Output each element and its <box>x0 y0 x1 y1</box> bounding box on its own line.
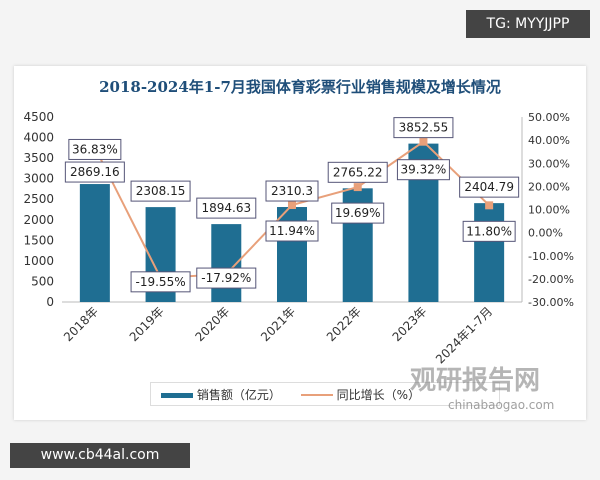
chart-title: 2018-2024年1-7月我国体育彩票行业销售规模及增长情况 <box>99 78 501 96</box>
bar-label: 2765.22 <box>333 165 383 179</box>
x-tick-label: 2022年 <box>324 304 364 344</box>
growth-label: -17.92% <box>201 271 251 285</box>
y-left-tick: 3500 <box>23 151 54 165</box>
growth-point <box>485 201 494 210</box>
y-right-tick: 30.00% <box>528 157 570 170</box>
growth-point <box>419 137 428 146</box>
y-right-tick: -20.00% <box>528 273 574 286</box>
legend: 销售额（亿元） 同比增长（%） <box>150 382 500 406</box>
growth-label-box <box>130 271 191 293</box>
legend-line-label: 同比增长（%） <box>336 387 421 402</box>
growth-label: -19.55% <box>136 275 186 289</box>
y-right-tick: -10.00% <box>528 250 574 263</box>
y-left-tick: 1500 <box>23 233 54 247</box>
bar-label-box <box>265 180 319 202</box>
x-tick-label: 2023年 <box>390 304 430 344</box>
growth-label: 11.80% <box>466 224 512 238</box>
bar-label: 2308.15 <box>136 184 186 198</box>
y-left-tick: 1000 <box>23 254 54 268</box>
x-tick-label: 2019年 <box>127 304 167 344</box>
y-left-tick: 2000 <box>23 213 54 227</box>
growth-label: 39.32% <box>401 163 447 177</box>
bar <box>79 184 110 302</box>
y-left-tick: 3000 <box>23 172 54 186</box>
growth-label-box <box>462 220 516 242</box>
bar-label-box <box>64 161 125 183</box>
legend-bar: 销售额（亿元） <box>161 386 281 403</box>
y-right-tick: -30.00% <box>528 296 574 309</box>
bar-label-box <box>459 176 520 198</box>
watermark-top: TG: MYYJJPP <box>466 10 590 38</box>
x-tick-label: 2018年 <box>61 304 101 344</box>
legend-line: 同比增长（%） <box>300 386 421 403</box>
y-left-tick: 4500 <box>23 110 54 124</box>
y-left-tick: 0 <box>46 295 54 309</box>
bar <box>474 203 505 302</box>
y-left-tick: 4000 <box>23 131 54 145</box>
y-right-tick: 10.00% <box>528 204 570 217</box>
growth-label-box <box>331 202 385 224</box>
x-tick-label: 2020年 <box>192 304 232 344</box>
bar-label-box <box>393 117 454 139</box>
logo-sub-watermark: chinabaogao.com <box>448 398 555 412</box>
growth-point <box>288 201 296 210</box>
y-left-tick: 500 <box>31 274 54 288</box>
x-tick-label: 2024年1-7月 <box>433 304 495 366</box>
watermark-bottom: www.cb44al.com <box>10 443 190 468</box>
logo-watermark: 观研报告网 <box>410 366 541 396</box>
bar-label: 3852.55 <box>399 121 449 135</box>
legend-bar-swatch <box>161 392 193 398</box>
growth-label-box <box>396 159 450 181</box>
growth-label: 36.83% <box>72 142 118 156</box>
growth-label-box <box>196 267 257 289</box>
growth-label: 11.94% <box>269 224 315 238</box>
growth-label-box <box>265 220 319 242</box>
legend-bar-label: 销售额（亿元） <box>196 387 281 402</box>
growth-label-box <box>68 138 122 160</box>
bar-label: 2869.16 <box>70 165 120 179</box>
growth-point <box>353 183 362 192</box>
bar-label: 1894.63 <box>201 201 251 215</box>
bar-label-box <box>327 161 388 183</box>
y-right-tick: 0.00% <box>528 227 563 240</box>
bar-label: 2404.79 <box>464 180 514 194</box>
bar-label: 2310.3 <box>271 184 313 198</box>
bar-label-box <box>130 180 191 202</box>
y-right-tick: 20.00% <box>528 180 570 193</box>
y-right-tick: 50.00% <box>528 111 570 124</box>
y-right-tick: 40.00% <box>528 134 570 147</box>
bar-label-box <box>196 197 257 219</box>
y-left-tick: 2500 <box>23 192 54 206</box>
growth-label: 19.69% <box>335 206 381 220</box>
x-tick-label: 2021年 <box>258 304 298 344</box>
legend-line-swatch <box>300 394 333 396</box>
